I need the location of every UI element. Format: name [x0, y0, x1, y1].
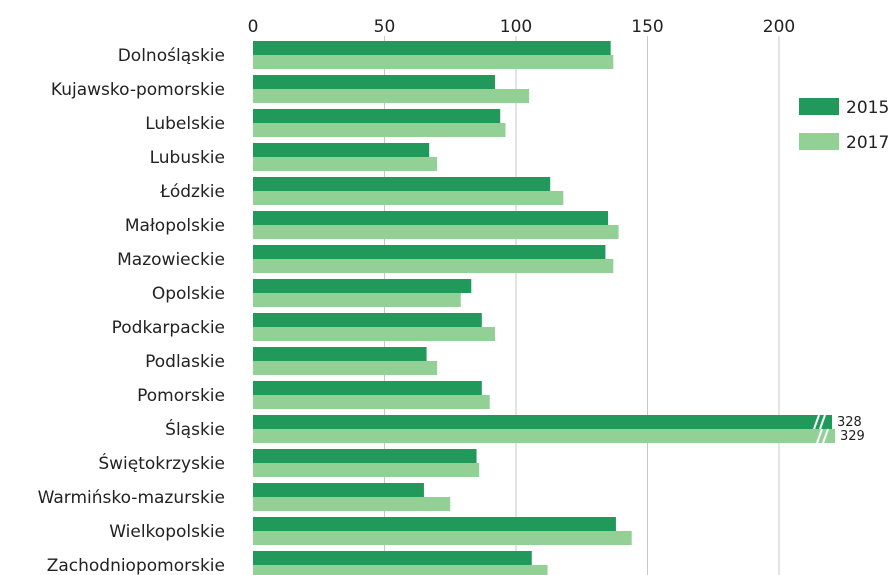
bar-2017	[253, 565, 548, 575]
bar-2017	[253, 191, 564, 205]
category-label: Świętokrzyskie	[98, 452, 225, 474]
bar-2015	[253, 313, 482, 327]
bar-2017	[253, 497, 451, 511]
x-tick-label: 50	[374, 17, 396, 37]
bar-2017	[253, 157, 438, 171]
bar-2015	[253, 109, 501, 123]
category-label: Wielkopolskie	[109, 522, 225, 542]
bar-2017	[253, 123, 506, 137]
legend: 2015 2017	[799, 98, 889, 153]
axis-break-mark	[813, 414, 820, 430]
category-label: Zachodniopomorskie	[47, 556, 225, 575]
category-label: Śląskie	[165, 418, 225, 440]
bar-2017	[253, 361, 438, 375]
legend-swatch-2015	[799, 98, 839, 115]
bar-2015	[253, 381, 482, 395]
bar-2017	[253, 463, 480, 477]
x-axis-ticks: 0 50 100 150 200	[248, 17, 796, 37]
x-tick-label: 200	[763, 17, 795, 37]
category-label: Pomorskie	[137, 386, 225, 406]
axis-break-mark	[822, 428, 829, 444]
category-label: Dolnośląskie	[118, 46, 225, 66]
data-label: 328	[837, 415, 862, 430]
bar-2015	[253, 75, 495, 89]
x-tick-label: 150	[631, 17, 663, 37]
category-labels: Dolnośląskie Kujawsko-pomorskie Lubelskie L…	[38, 46, 225, 575]
bar-2015	[253, 347, 427, 361]
x-tick-label: 100	[500, 17, 532, 37]
axis-break-mark	[819, 414, 826, 430]
bar-2017	[253, 259, 614, 273]
category-label: Kujawsko-pomorskie	[51, 80, 225, 100]
bar-2015	[253, 177, 551, 191]
bar-2015	[253, 449, 477, 463]
category-label: Mazowieckie	[117, 250, 225, 270]
bar-2017	[253, 225, 619, 239]
bar-2015	[253, 245, 606, 259]
legend-swatch-2017	[799, 133, 839, 150]
category-label: Opolskie	[152, 284, 225, 304]
data-label: 329	[840, 429, 865, 444]
bar-2017	[253, 531, 632, 545]
bar-2017	[253, 55, 614, 69]
category-label: Lubuskie	[150, 148, 225, 168]
category-label: Warmińsko-mazurskie	[38, 488, 225, 508]
x-tick-label: 0	[248, 17, 259, 37]
bar-2015	[253, 517, 616, 531]
bar-2017	[253, 395, 490, 409]
bar-2015	[253, 41, 611, 55]
legend-label: 2015	[846, 98, 889, 118]
axis-break-mark	[816, 428, 823, 444]
bar-2015	[253, 211, 609, 225]
category-label: Podkarpackie	[112, 318, 225, 338]
category-label: Lubelskie	[145, 114, 225, 134]
bar-2015	[253, 483, 424, 497]
bar-2017	[253, 327, 495, 341]
bar-2015	[253, 143, 430, 157]
bar-2015	[253, 415, 832, 429]
bar-2017	[253, 89, 530, 103]
bar-2017	[253, 293, 461, 307]
bar-2015	[253, 279, 472, 293]
category-label: Łódzkie	[159, 182, 225, 202]
category-label: Podlaskie	[145, 352, 225, 372]
bar-2015	[253, 551, 532, 565]
category-label: Małopolskie	[125, 216, 225, 236]
bar-2017	[253, 429, 835, 443]
legend-label: 2017	[846, 133, 889, 153]
